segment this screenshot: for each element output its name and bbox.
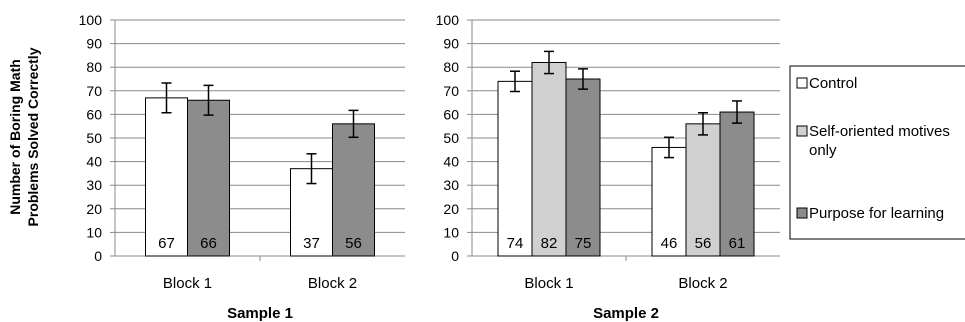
legend-label: Control (809, 75, 857, 92)
data-label: 46 (661, 235, 678, 252)
panel-sample-1: 0 10 20 30 40 50 60 70 80 90 100 Block 1 67 66 Block 2… (79, 12, 405, 322)
legend-label: only (809, 142, 837, 159)
data-label: 66 (200, 235, 217, 252)
bar (497, 80, 533, 257)
y-axis-title: Number of Boring Math Problems Solved Co… (7, 47, 41, 226)
y-tick-label: 40 (443, 154, 459, 170)
y-tick-label: 60 (86, 106, 102, 122)
y-tick-label: 30 (86, 177, 102, 193)
data-label: 56 (695, 235, 712, 252)
bar (565, 78, 601, 257)
y-tick-label: 90 (443, 36, 459, 52)
bar (145, 97, 188, 257)
legend-label: Self-oriented motives (809, 123, 950, 140)
legend-swatch (796, 207, 808, 219)
y-tick-label: 80 (86, 59, 102, 75)
bar (332, 123, 375, 257)
bar (531, 61, 567, 257)
legend-swatch (796, 77, 808, 89)
data-label: 67 (158, 235, 175, 252)
y-tick-label: 80 (443, 59, 459, 75)
y-tick-label: 100 (79, 12, 103, 28)
data-label: 74 (507, 235, 524, 252)
y-tick-label: 30 (443, 177, 459, 193)
legend-swatch (796, 125, 808, 137)
data-label: 82 (541, 235, 558, 252)
y-axis-title-line2: Problems Solved Correctly (25, 47, 41, 226)
y-tick-label: 10 (86, 224, 102, 240)
data-label: 75 (575, 235, 592, 252)
y-tick-label: 40 (86, 154, 102, 170)
x-category-label: Block 1 (163, 275, 212, 292)
y-tick-label: 70 (86, 83, 102, 99)
y-tick-label: 50 (443, 130, 459, 146)
x-category-label: Block 2 (308, 275, 357, 292)
y-tick-label: 70 (443, 83, 459, 99)
y-tick-label: 0 (94, 248, 102, 264)
y-tick-label: 90 (86, 36, 102, 52)
data-label: 37 (303, 235, 320, 252)
y-tick-label: 20 (443, 201, 459, 217)
legend-label: Purpose for learning (809, 205, 944, 222)
panel-sample-2: 0 10 20 30 40 50 60 70 80 90 100 Block 1 74 82 75 Block… (436, 12, 780, 322)
y-tick-label: 0 (451, 248, 459, 264)
y-tick-label: 10 (443, 224, 459, 240)
y-axis-title-line1: Number of Boring Math (7, 59, 23, 215)
x-category-label: Block 1 (524, 275, 573, 292)
bar (719, 111, 755, 257)
data-label: 61 (729, 235, 746, 252)
data-label: 56 (345, 235, 362, 252)
y-tick-label: 60 (443, 106, 459, 122)
x-category-label: Block 2 (678, 275, 727, 292)
y-tick-label: 100 (436, 12, 460, 28)
legend-frame (789, 65, 965, 240)
panel-title: Sample 2 (593, 305, 659, 322)
legend: Control Self-oriented motives only Purpose … (789, 65, 965, 240)
bar (187, 99, 230, 257)
bar (651, 146, 687, 257)
panel-title: Sample 1 (227, 305, 293, 322)
y-tick-label: 50 (86, 130, 102, 146)
y-tick-label: 20 (86, 201, 102, 217)
